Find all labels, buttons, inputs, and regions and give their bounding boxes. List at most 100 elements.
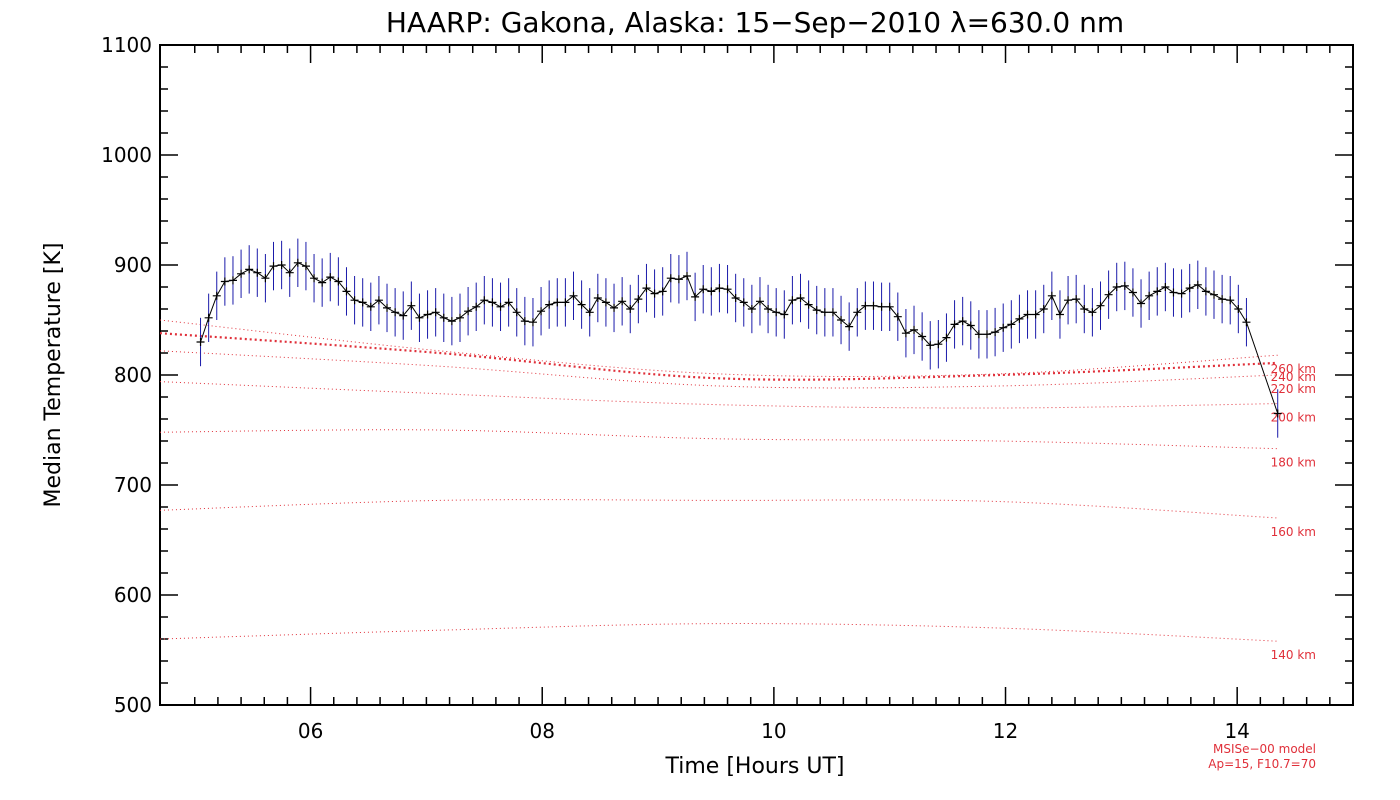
data-point xyxy=(747,305,756,313)
data-point xyxy=(893,312,902,321)
data-point xyxy=(431,308,440,317)
data-point xyxy=(788,296,797,305)
data-point xyxy=(310,274,319,283)
data-point xyxy=(1145,291,1154,300)
data-point xyxy=(1177,289,1186,298)
data-point xyxy=(1218,295,1227,304)
data-point xyxy=(228,276,237,285)
data-point xyxy=(918,332,927,341)
data-point xyxy=(350,296,359,305)
model-curve-label: 220 km xyxy=(1271,382,1316,396)
model-curve-label: 140 km xyxy=(1271,648,1316,662)
data-point xyxy=(415,313,424,322)
data-point xyxy=(1072,295,1081,304)
data-point xyxy=(739,298,748,307)
data-point xyxy=(601,298,610,307)
model-curve-label: 160 km xyxy=(1271,525,1316,539)
data-point xyxy=(1015,314,1024,323)
data-point xyxy=(974,330,983,339)
data-point xyxy=(764,305,773,313)
data-point xyxy=(877,302,886,311)
data-point xyxy=(423,310,432,319)
y-tick-label: 900 xyxy=(114,253,152,277)
data-point xyxy=(634,295,643,304)
model-curve xyxy=(159,319,1278,378)
data-point xyxy=(1210,290,1219,299)
data-point xyxy=(383,303,392,312)
data-point xyxy=(326,273,335,282)
data-point xyxy=(1201,287,1210,296)
x-axis-label: Time [Hours UT] xyxy=(665,754,845,779)
data-point xyxy=(374,296,383,305)
model-curve xyxy=(159,350,1278,389)
data-point xyxy=(472,302,481,311)
data-point xyxy=(455,313,464,322)
data-point xyxy=(204,313,213,322)
data-point xyxy=(853,308,862,317)
x-tick-labels: 06 08 10 12 14 xyxy=(298,719,1250,743)
y-tick-label: 800 xyxy=(114,363,152,387)
x-tick-label: 10 xyxy=(761,719,786,743)
model-note-line-2: Ap=15, F10.7=70 xyxy=(1208,757,1316,771)
data-point xyxy=(837,316,846,324)
model-curve-label: 260 km xyxy=(1271,362,1316,376)
error-bars xyxy=(200,238,1279,438)
x-tick-label: 14 xyxy=(1224,719,1249,743)
data-point xyxy=(610,303,619,312)
data-point xyxy=(1153,287,1162,296)
data-point xyxy=(253,268,262,277)
data-point xyxy=(504,298,513,307)
model-curve xyxy=(159,499,1278,519)
data-point xyxy=(982,330,991,339)
y-tick-label: 700 xyxy=(114,473,152,497)
data-point xyxy=(1185,284,1194,293)
data-point xyxy=(261,274,270,283)
data-point xyxy=(1273,409,1282,418)
data-point xyxy=(293,258,302,267)
data-point xyxy=(772,308,781,317)
data-point xyxy=(496,302,505,311)
data-point xyxy=(1226,296,1235,305)
data-point xyxy=(658,287,667,296)
data-point xyxy=(845,322,854,331)
model-curve-label: 200 km xyxy=(1271,411,1316,425)
model-curve xyxy=(159,623,1278,642)
data-point xyxy=(804,300,813,309)
data-point xyxy=(820,308,829,317)
data-point xyxy=(1088,308,1097,317)
data-point xyxy=(488,298,497,307)
data-point xyxy=(812,306,821,315)
data-point xyxy=(1055,310,1064,319)
data-point xyxy=(1096,301,1105,310)
data-point xyxy=(869,301,878,310)
data-point xyxy=(553,298,562,307)
data-point xyxy=(561,298,570,307)
data-point xyxy=(464,307,473,316)
data-point xyxy=(196,338,205,346)
data-point xyxy=(1023,310,1032,319)
x-tick-label: 12 xyxy=(993,719,1018,743)
data-point xyxy=(999,323,1008,332)
data-point xyxy=(1104,290,1113,299)
data-point xyxy=(1128,288,1137,297)
model-curve-label: 180 km xyxy=(1271,456,1316,470)
data-point xyxy=(366,302,375,311)
model-curve xyxy=(159,332,1278,381)
data-point xyxy=(512,308,521,317)
data-point xyxy=(828,308,837,317)
data-point xyxy=(755,297,764,306)
data-point xyxy=(901,329,910,338)
data-point xyxy=(861,301,870,310)
data-point xyxy=(520,317,529,326)
data-point xyxy=(269,262,278,271)
data-point xyxy=(1039,305,1048,313)
data-point xyxy=(1169,288,1178,297)
data-point xyxy=(399,311,408,320)
y-axis-label: Median Temperature [K] xyxy=(41,243,66,508)
data-point xyxy=(966,321,975,330)
data-point xyxy=(334,277,343,286)
data-point xyxy=(212,291,221,300)
plot-frame xyxy=(159,44,1354,706)
